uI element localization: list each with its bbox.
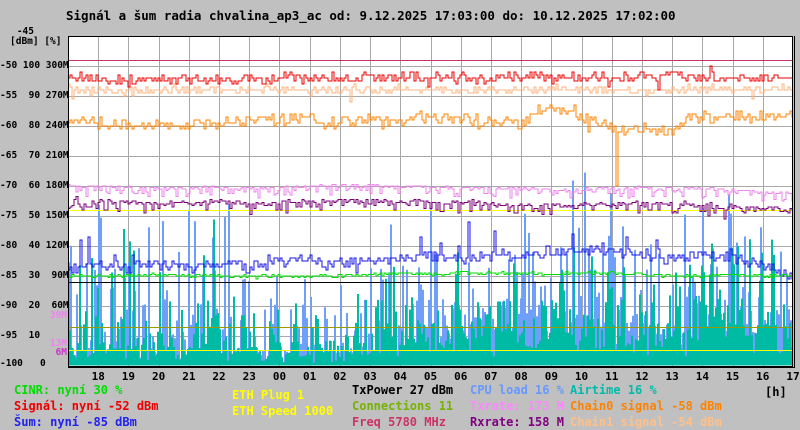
x-axis-hour-label: 08: [514, 370, 528, 383]
chart-title: Signál a šum radia chvalina_ap3_ac od: 9…: [66, 8, 676, 23]
x-axis-hour-label: 23: [242, 370, 256, 383]
y-axis-rate-label: 6M: [55, 347, 67, 358]
y-axis-label: -90 20 60M: [0, 300, 69, 311]
x-axis-hour-label: 06: [454, 370, 468, 383]
x-axis-hour-label: 05: [423, 370, 438, 383]
legend-item-signal: Signál: nyní -52 dBm: [14, 399, 159, 413]
y-axis-label: -65 70 210M: [0, 150, 69, 161]
legend-item-connections: Connections 11: [352, 399, 454, 413]
legend-item-eth-plug: ETH Plug 1: [232, 388, 305, 402]
legend-item-cinr: CINR: nyní 30 %: [14, 383, 123, 397]
x-axis-hour-label: 09: [544, 370, 558, 383]
x-axis-hour-label: 02: [333, 370, 347, 383]
x-axis-hour-label: 00: [272, 370, 287, 383]
x-axis-hour-label: 21: [182, 370, 196, 383]
legend-item-eth-speed: ETH Speed 1000: [232, 404, 334, 418]
legend-item-freq: Freq 5780 MHz: [352, 415, 446, 429]
x-axis-unit-label: [h]: [765, 385, 787, 399]
x-axis-hour-label: 17: [786, 370, 800, 383]
x-axis-hour-label: 14: [695, 370, 709, 383]
y-axis-units-label: [dBm] [%]: [10, 36, 62, 47]
series-noise: [68, 221, 793, 280]
plot-border: [68, 36, 793, 367]
legend-item-txpower: TxPower 27 dBm: [352, 383, 454, 397]
legend-item-chain1: Chain1 signal -54 dBm: [570, 415, 722, 429]
y-axis-label: -55 90 270M: [0, 90, 69, 101]
legend-item-cpu-load: CPU load 16 %: [470, 383, 564, 397]
x-axis-hour-label: 12: [635, 370, 649, 383]
x-axis-hour-label: 22: [212, 370, 226, 383]
x-axis-hour-label: 04: [393, 370, 407, 383]
y-axis-label: -95 10: [0, 330, 69, 341]
x-axis-hour-label: 10: [574, 370, 589, 383]
y-axis-top-label: -45: [16, 26, 34, 37]
plot-border-shadow: [68, 36, 795, 368]
y-axis-label: -70 60 180M: [0, 180, 69, 191]
x-axis-hour-label: 11: [605, 370, 619, 383]
y-axis-label: -100 0: [0, 358, 75, 369]
y-axis-label: -85 30 90M: [0, 270, 69, 281]
x-axis-hour-label: 18: [91, 370, 105, 383]
legend-item-chain0: Chain0 signal -58 dBm: [570, 399, 722, 413]
legend-item-noise: Šum: nyní -85 dBm: [14, 415, 137, 429]
legend-item-rxrate: Rxrate: 158 M: [470, 415, 564, 429]
series-chain0: [68, 104, 793, 187]
x-axis-hour-label: 19: [121, 370, 136, 383]
y-axis-rate-label: 13M: [49, 338, 67, 349]
x-axis-hour-label: 20: [152, 370, 166, 383]
y-axis-label: -50 100 300M: [0, 60, 69, 71]
x-axis-hour-label: 03: [363, 370, 377, 383]
x-axis-hour-label: 16: [756, 370, 770, 383]
series-chain1: [68, 83, 793, 103]
x-axis-hour-label: 07: [484, 370, 498, 383]
legend-item-txrate: Txrate: 173 M: [470, 399, 564, 413]
x-axis-hour-label: 01: [303, 370, 317, 383]
series-signal: [68, 65, 793, 91]
legend-item-airtime: Airtime 16 %: [570, 383, 657, 397]
x-axis-hour-label: 15: [725, 370, 740, 383]
series-cinr: [68, 271, 793, 280]
series-txrate: [68, 184, 793, 202]
y-axis-label: -80 40 120M: [0, 240, 69, 251]
y-axis-label: -75 50 150M: [0, 210, 69, 221]
series-rxrate: [68, 196, 793, 220]
y-axis-rate-label: 39M: [49, 310, 67, 321]
x-axis-hour-label: 13: [665, 370, 679, 383]
y-axis-label: -60 80 240M: [0, 120, 69, 131]
